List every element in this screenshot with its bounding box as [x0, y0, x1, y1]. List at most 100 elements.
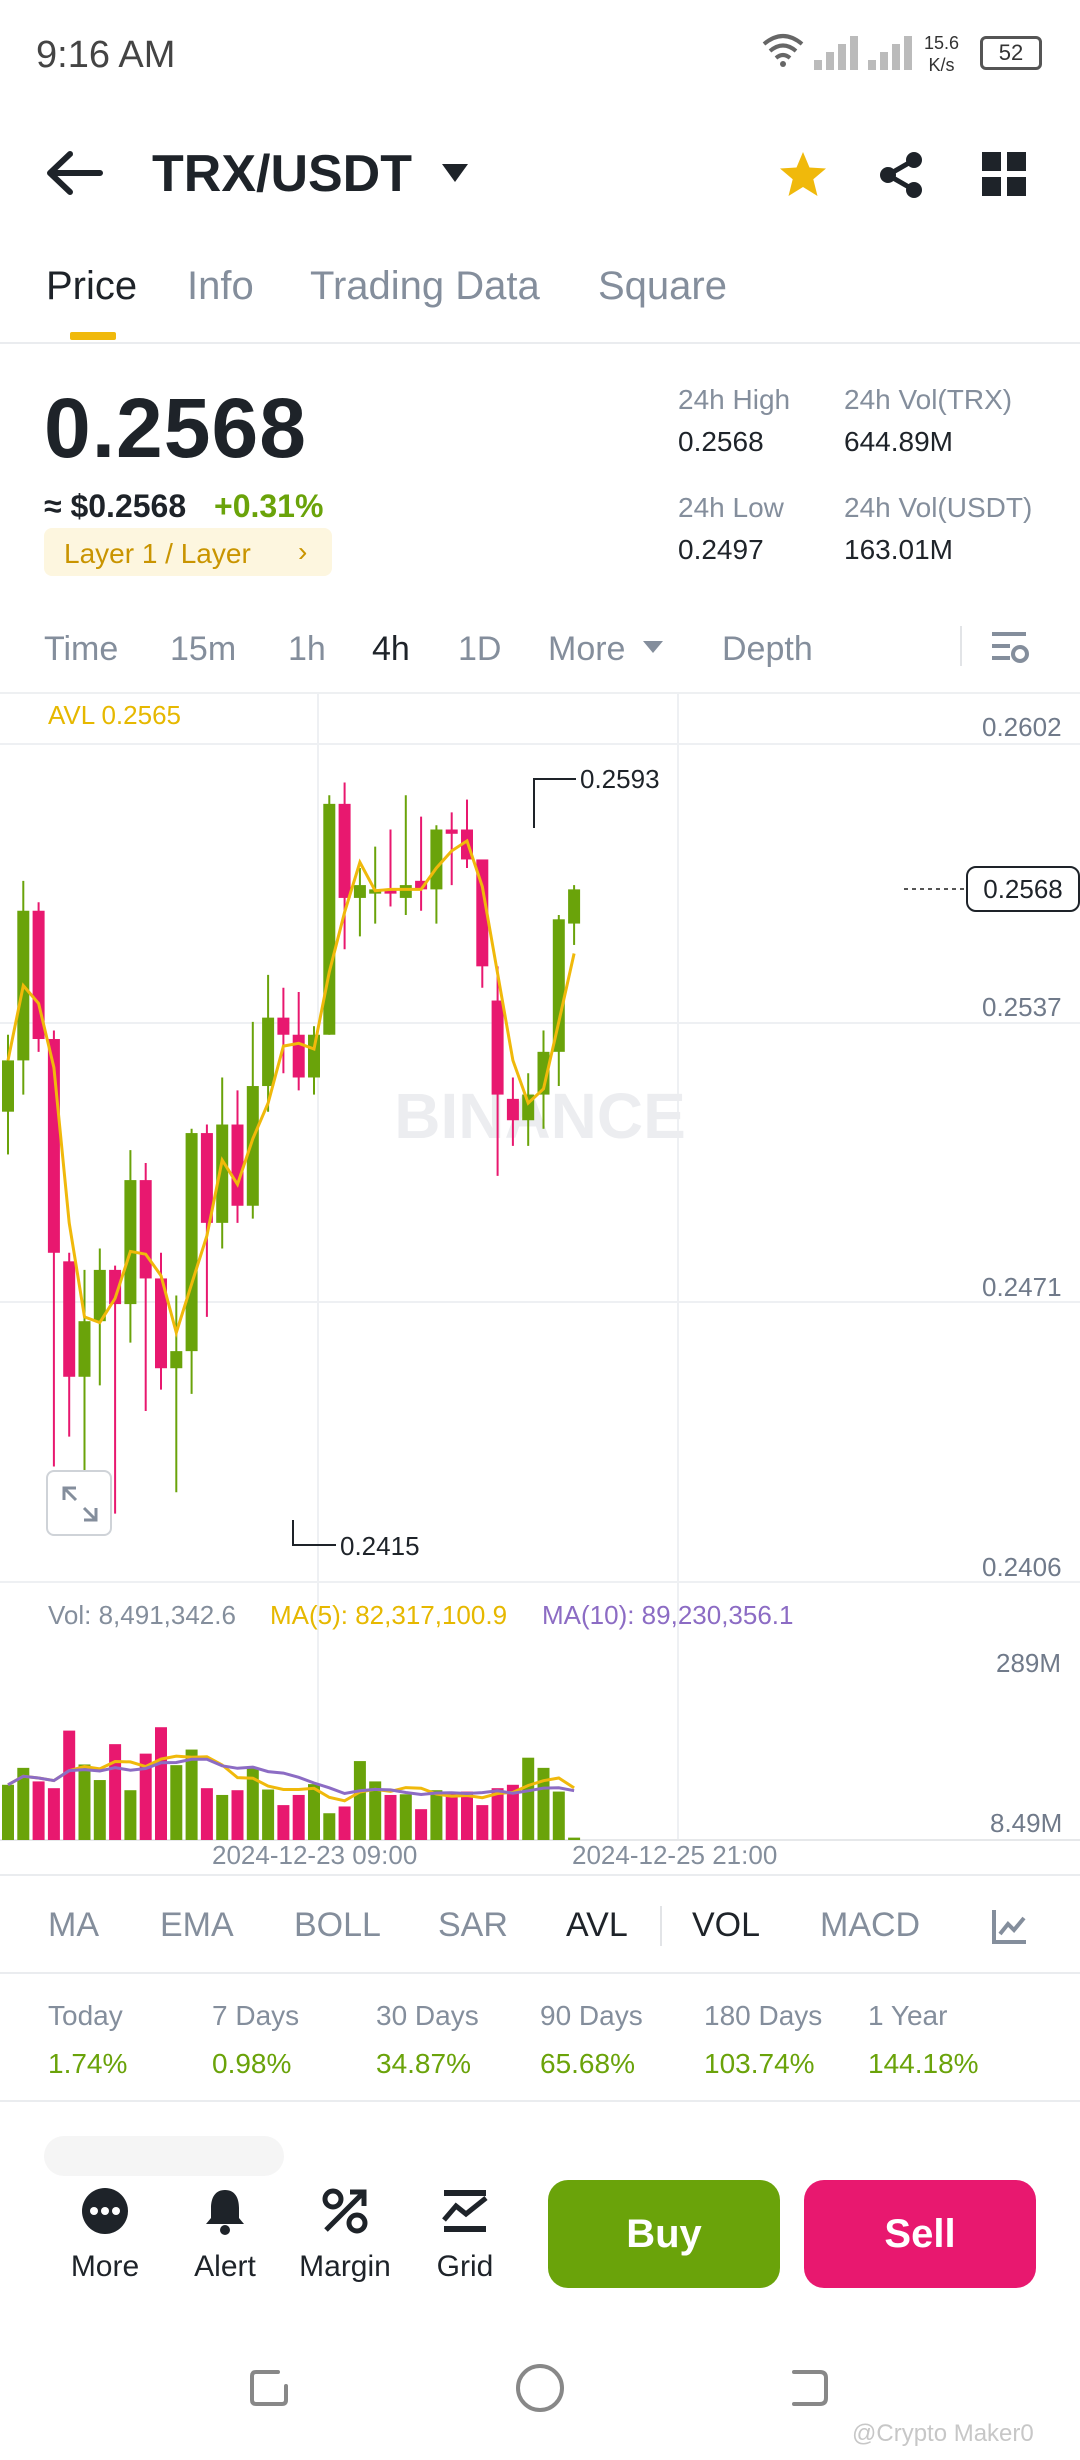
candlestick-chart[interactable]: BINANCE 0.2593 0.2415 [0, 694, 1080, 1874]
volume-bar [568, 1837, 581, 1840]
volume-bar [2, 1784, 14, 1840]
indicator-vol[interactable]: VOL [692, 1906, 761, 1944]
category-tag-label: Layer 1 / Layer [64, 538, 251, 569]
ma10-label: MA(10): 89,230,356.1 [542, 1600, 794, 1630]
candle-body [415, 880, 428, 890]
percent-icon [322, 2188, 368, 2234]
sell-button[interactable]: Sell [804, 2180, 1036, 2288]
candle-body [476, 859, 489, 967]
more-action[interactable]: More [50, 2186, 160, 2306]
chart-settings-icon[interactable] [990, 628, 1030, 668]
candle-body [399, 885, 412, 898]
candle-body [124, 1180, 137, 1305]
tab-trading-data[interactable]: Trading Data [310, 264, 540, 308]
candle-body [568, 889, 581, 924]
indicator-ma[interactable]: MA [48, 1906, 99, 1944]
candle-body [353, 885, 366, 898]
margin-action[interactable]: Margin [290, 2186, 400, 2306]
tab-square[interactable]: Square [598, 264, 727, 308]
volume-bar [32, 1781, 45, 1840]
volume-bar [246, 1767, 259, 1840]
high-marker: 0.2593 [580, 764, 660, 794]
back-arrow-icon[interactable] [44, 148, 104, 198]
tf-depth[interactable]: Depth [722, 630, 813, 668]
volume-bar [231, 1790, 244, 1840]
caret-down-icon[interactable] [440, 162, 470, 184]
candle-body [537, 1051, 550, 1095]
candle-body [231, 1124, 244, 1206]
expand-chart-button[interactable] [46, 1470, 112, 1536]
tf-4h[interactable]: 4h [372, 630, 410, 668]
perf-label: 7 Days [212, 2000, 300, 2031]
share-icon[interactable] [876, 150, 926, 200]
perf-value: 34.87% [376, 2048, 471, 2079]
last-price: 0.2568 [44, 381, 307, 475]
candle-body [277, 1017, 290, 1035]
indicator-boll[interactable]: BOLL [294, 1906, 381, 1944]
candle-body [200, 1133, 213, 1223]
perf-label: 1 Year [868, 2000, 948, 2031]
volume-bar [93, 1780, 106, 1840]
stat-vol-trx-value: 644.89M [844, 426, 953, 457]
candle [338, 782, 351, 950]
volume-bars-layer [2, 1727, 581, 1840]
network-speed: 15.6 K/s [924, 32, 959, 76]
candle-body [78, 1321, 91, 1377]
favorite-star-icon[interactable] [778, 150, 828, 200]
home-icon[interactable] [514, 2362, 566, 2414]
tf-more[interactable]: More [548, 630, 626, 668]
candle [292, 991, 305, 1091]
volume-bar [139, 1753, 152, 1840]
volume-bar [216, 1794, 229, 1840]
candle [109, 1265, 122, 1514]
perf-value: 65.68% [540, 2048, 635, 2079]
tf-15m[interactable]: 15m [170, 630, 237, 668]
candle-body [246, 1086, 259, 1206]
tf-1d[interactable]: 1D [458, 630, 502, 668]
tf-time[interactable]: Time [44, 630, 119, 668]
volume-bar [461, 1791, 473, 1840]
buy-button[interactable]: Buy [548, 2180, 780, 2288]
price-axis-label: 0.2471 [982, 1272, 1062, 1302]
tab-info[interactable]: Info [187, 264, 254, 308]
stat-low-label: 24h Low [678, 492, 784, 523]
caret-down-icon[interactable] [642, 640, 664, 654]
indicator-ema[interactable]: EMA [160, 1906, 234, 1944]
volume-bar [262, 1789, 275, 1840]
candle [2, 1034, 14, 1155]
price-change: +0.31% [214, 488, 324, 524]
grid-label: Grid [436, 2250, 494, 2283]
indicator-macd[interactable]: MACD [820, 1906, 921, 1944]
grid-action[interactable]: Grid [410, 2186, 520, 2306]
network-speed-value: 15.6 [924, 33, 960, 53]
indicator-sar[interactable]: SAR [438, 1906, 508, 1944]
recent-apps-icon[interactable] [248, 2366, 292, 2410]
candle [552, 915, 565, 1087]
system-back-icon[interactable] [786, 2366, 830, 2410]
category-tag[interactable]: Layer 1 / Layer › [44, 528, 332, 576]
volume-bar [491, 1788, 504, 1840]
candle [200, 1124, 213, 1317]
volume-bar [430, 1790, 443, 1840]
volume-bar [63, 1730, 76, 1840]
volume-bar [124, 1790, 137, 1840]
indicator-avl[interactable]: AVL [566, 1906, 628, 1944]
candle [63, 1252, 76, 1437]
divider [0, 1874, 1080, 1876]
candle [537, 1030, 550, 1129]
alert-action[interactable]: Alert [170, 2186, 280, 2306]
volume-bar [338, 1806, 351, 1840]
candle-body [430, 829, 443, 890]
indicator-settings-icon[interactable] [990, 1906, 1030, 1946]
tf-1h[interactable]: 1h [288, 630, 326, 668]
tab-price[interactable]: Price [46, 264, 138, 308]
perf-label: 90 Days [540, 2000, 643, 2031]
volume-bar [399, 1794, 412, 1840]
divider [0, 342, 1080, 344]
pair-title[interactable]: TRX/USDT [152, 145, 412, 203]
candle [323, 795, 336, 1035]
wifi-icon [762, 34, 804, 67]
candle [185, 1128, 198, 1394]
signal-icon-1 [814, 36, 858, 70]
grid-menu-icon[interactable] [982, 152, 1026, 196]
